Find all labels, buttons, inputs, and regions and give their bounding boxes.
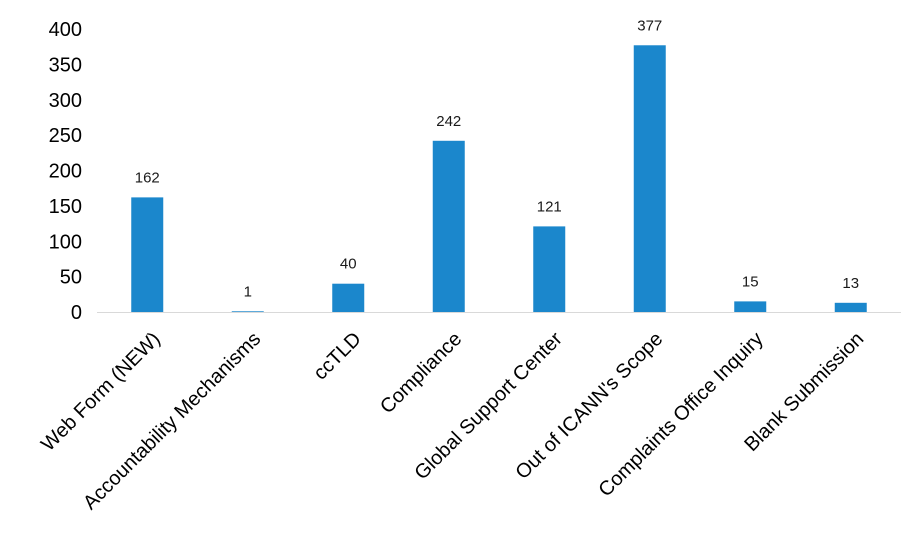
- y-tick-label: 350: [49, 54, 82, 76]
- y-tick-label: 250: [49, 125, 82, 147]
- bar: [131, 197, 164, 312]
- data-labels: 162 1 40 242 121 377 15 13: [135, 17, 859, 300]
- bar: [231, 311, 264, 313]
- bar: [533, 226, 566, 312]
- bar: [332, 283, 365, 312]
- data-label: 242: [436, 113, 461, 130]
- data-label: 121: [537, 198, 562, 215]
- y-tick-label: 200: [49, 161, 82, 183]
- y-tick-label: 100: [49, 231, 82, 253]
- x-axis: Web Form (NEW)Accountability Mechanisms c…: [37, 312, 901, 514]
- bar: [834, 302, 867, 312]
- y-tick-label: 300: [49, 90, 82, 112]
- x-category-label: Complaints Office Inquiry: [595, 328, 768, 501]
- bars: [131, 45, 867, 313]
- data-label: 377: [637, 17, 662, 34]
- y-tick-label: 150: [49, 196, 82, 218]
- y-tick-label: 400: [49, 19, 82, 41]
- bar: [432, 140, 465, 312]
- data-label: 40: [340, 256, 357, 273]
- y-tick-label: 50: [60, 267, 82, 289]
- data-label: 15: [742, 273, 759, 290]
- data-label: 13: [842, 275, 859, 292]
- x-category-label: ccTLD: [309, 328, 365, 384]
- data-label: 1: [244, 283, 252, 300]
- y-tick-label: 0: [71, 302, 82, 324]
- x-category-label: Accountability Mechanisms: [79, 328, 265, 514]
- x-category-label: Compliance: [376, 328, 466, 418]
- bar: [734, 301, 767, 312]
- data-label: 162: [135, 169, 160, 186]
- bar: [633, 45, 666, 313]
- y-axis: 0 50 100 150 200 250 300 350 400: [49, 19, 82, 324]
